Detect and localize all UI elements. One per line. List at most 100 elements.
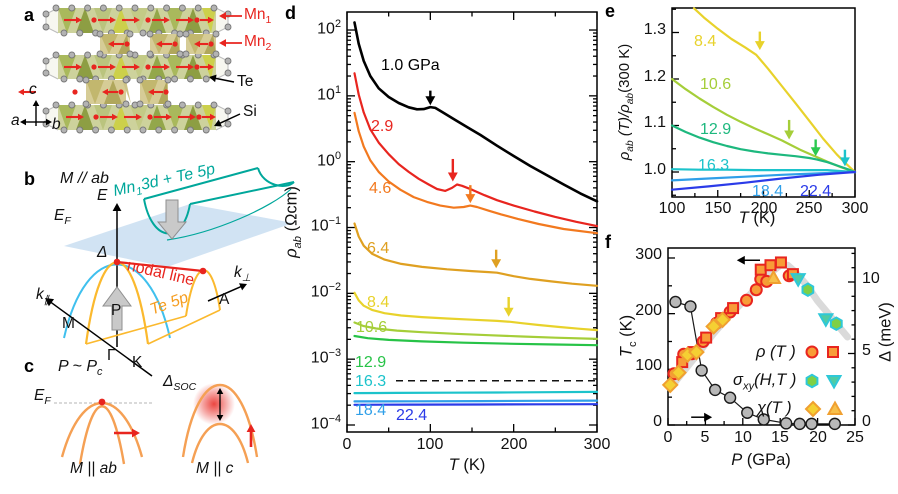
e-xtick-100: 100 bbox=[658, 200, 686, 217]
e-ytick-1.0: 1.0 bbox=[643, 161, 666, 178]
e-xtick-200: 200 bbox=[750, 200, 778, 217]
e-curve-label-16.3: 16.3 bbox=[698, 157, 730, 174]
legend-rho: ρ (T ) bbox=[756, 343, 796, 361]
mn1-label: Mn1 bbox=[244, 6, 272, 27]
pressure-arrow-label: P bbox=[111, 302, 122, 319]
e-curve-label-22.4: 22.4 bbox=[800, 183, 832, 200]
d-curve-label-2.9: 2.9 bbox=[371, 118, 394, 135]
d-xtick-0: 0 bbox=[342, 436, 352, 453]
a-point-label: A bbox=[219, 291, 230, 308]
f-ytick-left-0: 0 bbox=[653, 413, 662, 430]
f-ytick-right-0: 0 bbox=[862, 413, 871, 430]
d-x-axis-title: T (K) bbox=[448, 456, 486, 474]
phase-diagram-plot bbox=[661, 247, 856, 431]
crystal-structure-art bbox=[18, 4, 242, 134]
resistivity-plot bbox=[346, 11, 599, 433]
axis-c-label: c bbox=[29, 81, 37, 98]
e-curve-16.3 bbox=[670, 168, 857, 174]
soc-gap-sketch bbox=[54, 383, 259, 465]
k-point-label: K bbox=[132, 354, 143, 371]
te5p-label: Te 5p bbox=[147, 289, 191, 319]
legend-chi: χ(T ) bbox=[757, 399, 792, 417]
e-xtick-250: 250 bbox=[795, 200, 823, 217]
d-curve-4.6 bbox=[353, 111, 599, 235]
gap-delta-label: Δ bbox=[97, 244, 108, 261]
d-ytick-1e-1: 10−1 bbox=[310, 215, 341, 235]
m-parallel-ab-caption: M || ab bbox=[70, 460, 117, 477]
d-xtick-200: 200 bbox=[500, 436, 528, 453]
k-perp-label: k⊥ bbox=[234, 264, 251, 285]
normalized-resistivity-plot bbox=[670, 7, 857, 198]
f-xtick-0: 0 bbox=[663, 429, 673, 446]
d-curve-label-12.9: 12.9 bbox=[355, 354, 387, 371]
m-point-label: M bbox=[62, 315, 75, 332]
panel-letter-a: a bbox=[24, 5, 35, 25]
soc-gap-label: ΔSOC bbox=[163, 373, 197, 394]
d-curve-2.9 bbox=[353, 72, 599, 228]
f-series-hexagon bbox=[801, 282, 843, 332]
d-curve-label-22.4: 22.4 bbox=[396, 407, 428, 424]
d-curve-label-10.6: 10.6 bbox=[356, 319, 388, 336]
d-curve-label-1.0 GPa: 1.0 GPa bbox=[381, 57, 440, 74]
panel-b-title: M // ab bbox=[60, 170, 109, 187]
e-curve-10.6 bbox=[670, 77, 857, 174]
f-xtick-10: 10 bbox=[734, 429, 752, 446]
panel-c-title: P ~ Pc bbox=[58, 358, 103, 379]
e-curve-18.4 bbox=[670, 170, 857, 182]
e-x-axis-title: T (K) bbox=[738, 209, 776, 227]
panel-letter-f: f bbox=[605, 232, 611, 252]
d-curve-1.0 GPa bbox=[353, 21, 599, 203]
e-curve-label-10.6: 10.6 bbox=[700, 76, 732, 93]
f-series-triangle-down bbox=[789, 273, 835, 328]
d-curve-label-4.6: 4.6 bbox=[369, 180, 392, 197]
e-curve-label-8.4: 8.4 bbox=[694, 33, 717, 50]
e-ytick-1.2: 1.2 bbox=[643, 68, 666, 85]
d-curve-12.9 bbox=[353, 334, 599, 347]
panel-letter-d: d bbox=[285, 3, 296, 23]
panel-letter-c: c bbox=[24, 356, 35, 376]
f-x-axis-title: P (GPa) bbox=[731, 451, 791, 469]
d-curve-16.3 bbox=[353, 390, 599, 395]
f-xtick-25: 25 bbox=[846, 429, 864, 446]
d-xtick-300: 300 bbox=[583, 436, 611, 453]
band-structure-sketch bbox=[45, 167, 295, 377]
f-xtick-5: 5 bbox=[700, 429, 710, 446]
e-xtick-300: 300 bbox=[841, 200, 869, 217]
k-parallel-label: k∥ bbox=[36, 286, 50, 307]
d-curve-22.4 bbox=[353, 403, 599, 406]
gamma-point-label: Γ bbox=[107, 347, 116, 364]
d-curve-label-8.4: 8.4 bbox=[367, 294, 390, 311]
panel-letter-e: e bbox=[605, 1, 616, 21]
energy-axis-label: E bbox=[97, 187, 108, 204]
e-ytick-1.1: 1.1 bbox=[643, 114, 666, 131]
legend-sigma-xy: σxy(H,T ) bbox=[733, 371, 797, 393]
d-curve-8.4 bbox=[353, 291, 599, 332]
d-curve-label-6.4: 6.4 bbox=[367, 240, 390, 257]
f-ytick-left-100: 100 bbox=[635, 357, 662, 374]
c-fermi-label: EF bbox=[34, 387, 51, 408]
m-parallel-c-caption: M || c bbox=[196, 460, 234, 477]
f-xtick-20: 20 bbox=[809, 429, 827, 446]
e-curve-label-18.4: 18.4 bbox=[752, 183, 784, 200]
f-series-diamond bbox=[661, 311, 732, 394]
e-curve-8.4 bbox=[692, 7, 857, 174]
d-ytick-1e2: 102 bbox=[317, 18, 341, 38]
nodal-line-label: nodal line bbox=[125, 257, 196, 290]
d-curve-label-18.4: 18.4 bbox=[355, 402, 387, 419]
d-ytick-1e1: 101 bbox=[317, 84, 341, 104]
axis-b-label: b bbox=[52, 116, 61, 133]
band-label: Mn13d + Te 5p bbox=[111, 160, 217, 200]
e-ytick-1.3: 1.3 bbox=[643, 21, 666, 38]
d-curve-label-16.3: 16.3 bbox=[355, 373, 387, 390]
f-series-triangle-up bbox=[765, 269, 782, 285]
d-ytick-1e-3: 10−3 bbox=[310, 347, 341, 367]
f-ytick-right-5: 5 bbox=[862, 342, 871, 359]
d-ytick-1e-4: 10−4 bbox=[310, 413, 341, 433]
d-curve-10.6 bbox=[353, 321, 599, 340]
axis-a-label: a bbox=[11, 112, 20, 129]
te-label: Te bbox=[237, 73, 254, 90]
e-xtick-150: 150 bbox=[704, 200, 732, 217]
